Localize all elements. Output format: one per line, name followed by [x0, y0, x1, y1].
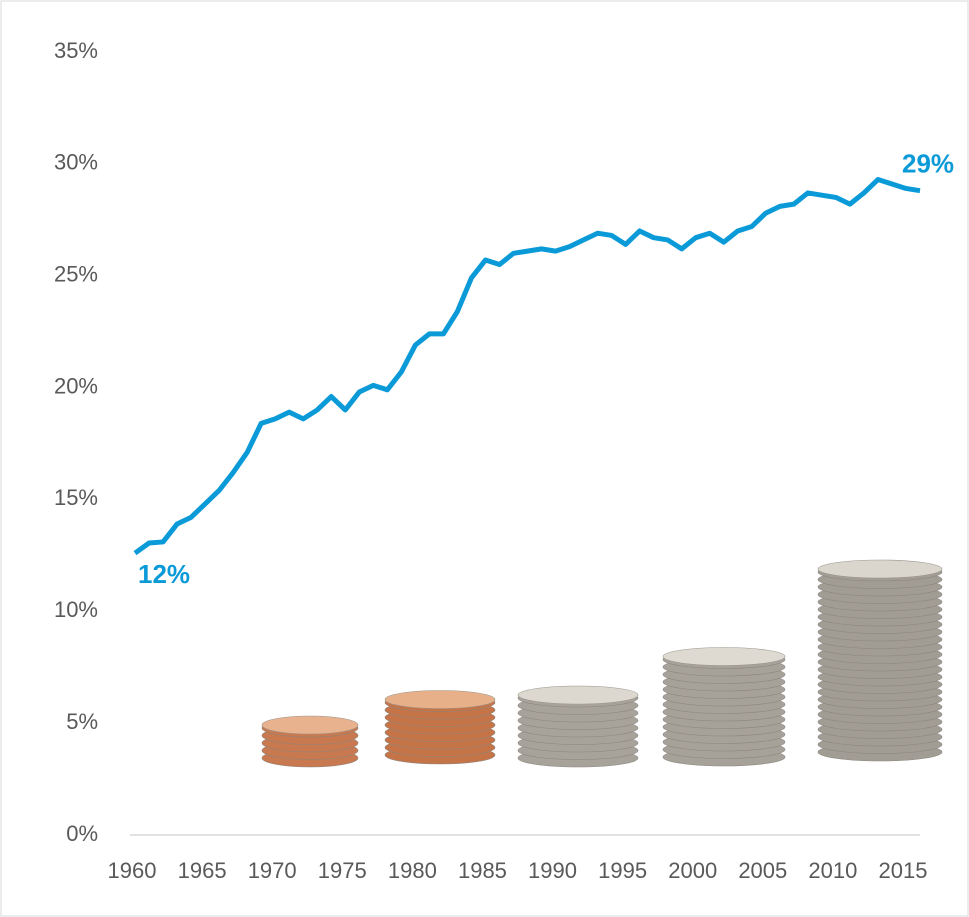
- annotation: 12%: [138, 559, 190, 589]
- coin-top: [518, 686, 638, 704]
- y-tick-label: 15%: [54, 485, 98, 510]
- coin-top: [262, 716, 358, 734]
- y-tick-label: 35%: [54, 38, 98, 63]
- y-tick-label: 25%: [54, 262, 98, 287]
- x-tick-label: 1995: [598, 858, 647, 883]
- y-tick-label: 0%: [66, 821, 98, 846]
- x-tick-label: 1985: [458, 858, 507, 883]
- coin-top: [663, 648, 785, 666]
- x-tick-label: 1960: [108, 858, 157, 883]
- chart: 0% 5% 10% 15% 20% 25% 30% 35% 1960 1965 1970 1975 19…: [0, 0, 969, 917]
- page: 0% 5% 10% 15% 20% 25% 30% 35% 1960 1965 1970 1975 19…: [0, 0, 969, 917]
- x-tick-label: 2005: [738, 858, 787, 883]
- y-tick-label: 30%: [54, 150, 98, 175]
- coin-top: [818, 560, 942, 578]
- x-tick-label: 1980: [388, 858, 437, 883]
- x-tick-label: 2015: [879, 858, 928, 883]
- x-tick-label: 1970: [248, 858, 297, 883]
- x-tick-label: 1965: [178, 858, 227, 883]
- x-tick-label: 1975: [318, 858, 367, 883]
- annotation: 29%: [902, 149, 954, 179]
- y-tick-label: 20%: [54, 373, 98, 398]
- x-tick-label: 2010: [808, 858, 857, 883]
- coin-top: [385, 691, 495, 709]
- x-tick-label: 1990: [528, 858, 577, 883]
- y-tick-label: 5%: [66, 709, 98, 734]
- chart-frame: [1, 1, 968, 916]
- x-tick-label: 2000: [668, 858, 717, 883]
- y-tick-label: 10%: [54, 597, 98, 622]
